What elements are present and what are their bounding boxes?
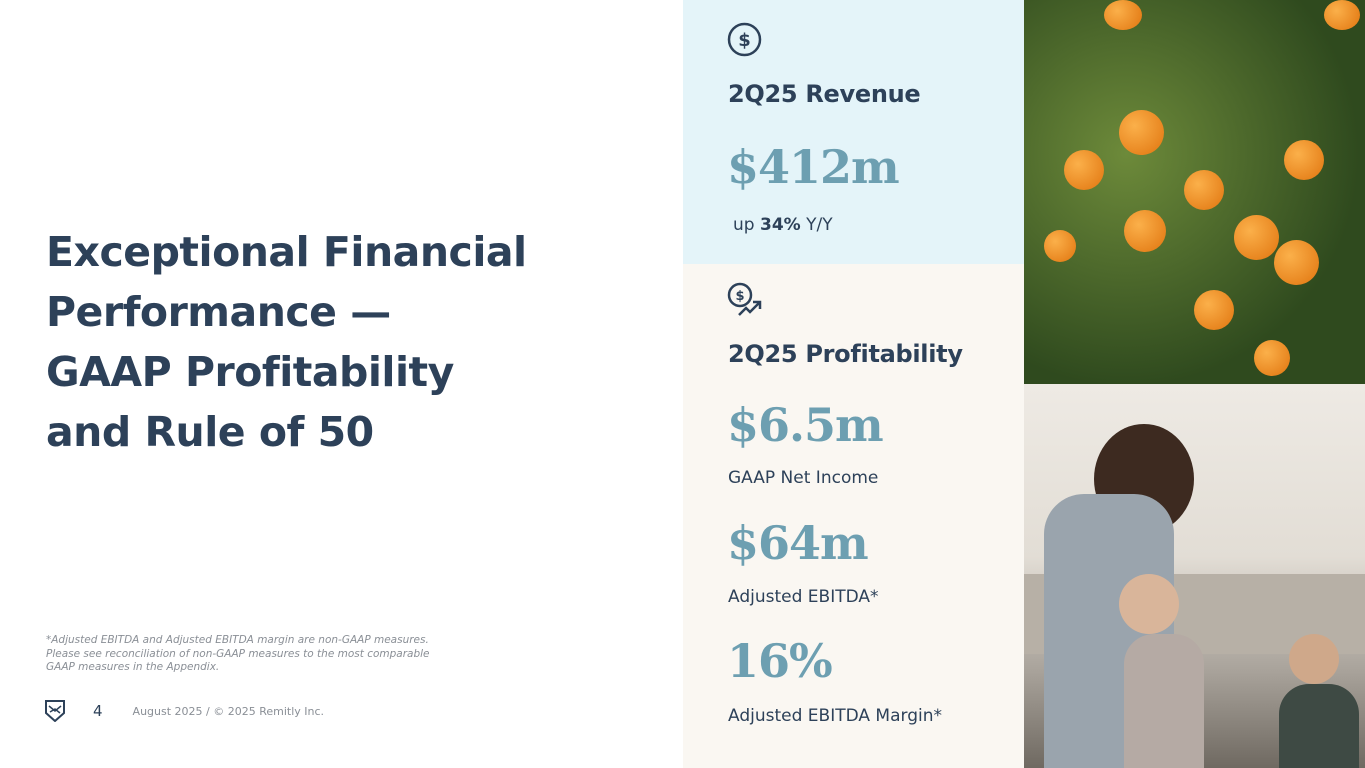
title-line: GAAP Profitability <box>46 348 454 396</box>
revenue-panel: $ 2Q25 Revenue $412m up 34% Y/Y <box>683 0 1024 264</box>
revenue-value: $412m <box>727 140 900 194</box>
metric-value: $64m <box>727 516 869 570</box>
svg-text:$: $ <box>735 289 744 304</box>
metric-value: 16% <box>727 634 833 688</box>
slide-title: Exceptional Financial Performance — GAAP… <box>46 222 606 462</box>
dollar-growth-icon: $ <box>727 282 762 316</box>
revenue-heading: 2Q25 Revenue <box>728 80 921 108</box>
svg-text:$: $ <box>738 30 751 51</box>
growth-prefix: up <box>733 215 755 235</box>
metric-label: Adjusted EBITDA Margin* <box>728 706 942 726</box>
footnote-line: GAAP measures in the Appendix. <box>46 661 220 673</box>
metric-value: $6.5m <box>727 398 884 452</box>
family-photo <box>1024 384 1365 768</box>
metric-label: GAAP Net Income <box>728 468 879 488</box>
footer: 4 August 2025 / © 2025 Remitly Inc. <box>45 700 324 722</box>
metric-label: Adjusted EBITDA* <box>728 587 879 607</box>
profitability-panel: $ 2Q25 Profitability $6.5m GAAP Net Inco… <box>683 264 1024 768</box>
title-line: and Rule of 50 <box>46 408 374 456</box>
remitly-logo-icon <box>45 700 65 722</box>
footer-text: August 2025 / © 2025 Remitly Inc. <box>132 704 325 718</box>
left-panel: Exceptional Financial Performance — GAAP… <box>45 222 606 722</box>
page-number: 4 <box>93 702 103 720</box>
orange-tree-photo <box>1024 0 1365 384</box>
revenue-growth: up 34% Y/Y <box>733 215 833 235</box>
dollar-circle-icon: $ <box>727 22 762 57</box>
growth-suffix: Y/Y <box>806 215 833 235</box>
title-line: Exceptional Financial <box>46 228 527 276</box>
footnote-line: *Adjusted EBITDA and Adjusted EBITDA mar… <box>46 634 429 646</box>
footnote-line: Please see reconciliation of non-GAAP me… <box>46 647 430 660</box>
growth-value: 34% <box>759 215 801 235</box>
title-line: Performance — <box>46 288 391 336</box>
profitability-heading: 2Q25 Profitability <box>728 340 963 368</box>
footnote: *Adjusted EBITDA and Adjusted EBITDA mar… <box>46 634 506 675</box>
